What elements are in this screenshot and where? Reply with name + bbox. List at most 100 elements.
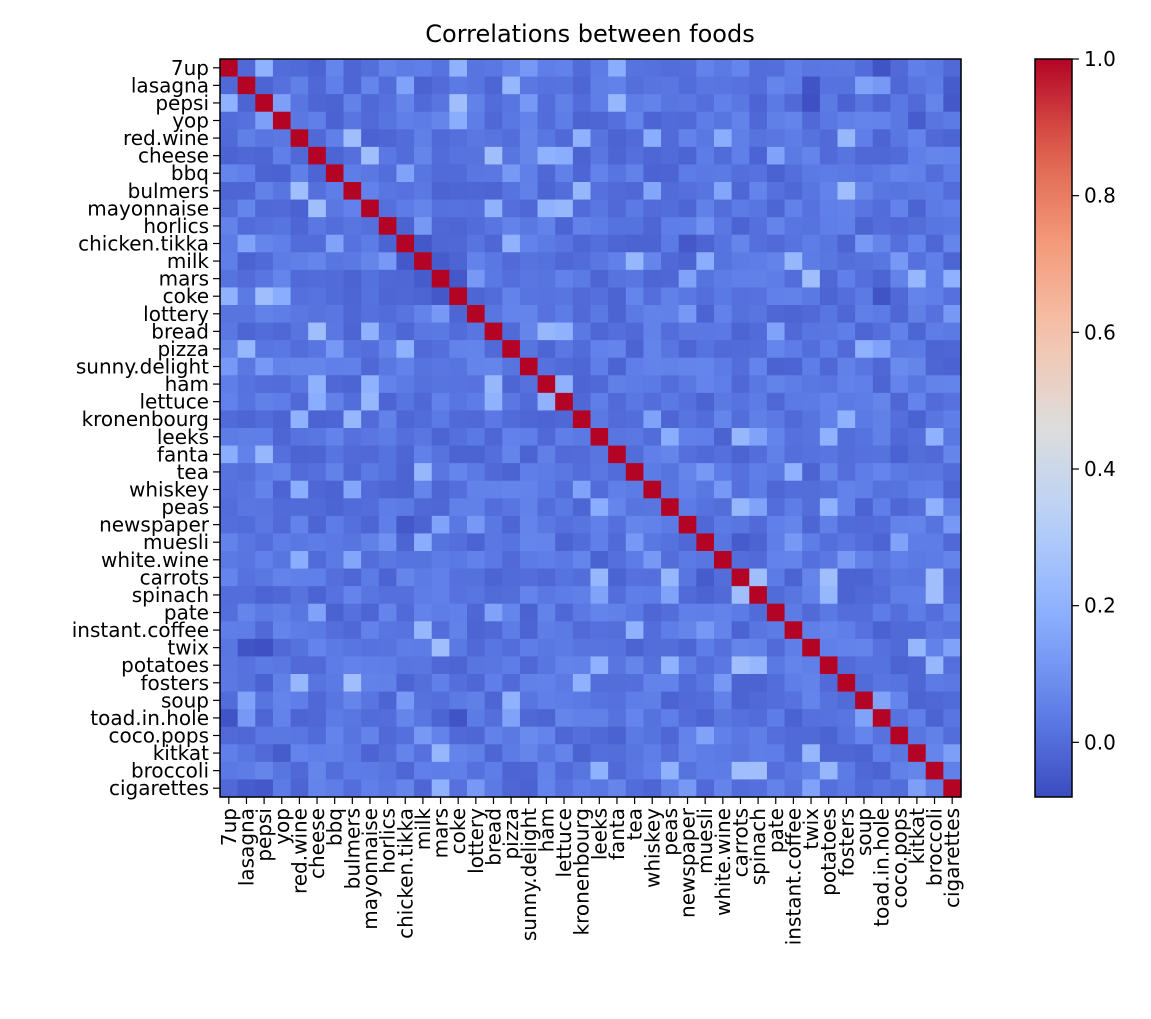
heatmap-cell-lottery-chicken.tikka (396, 305, 415, 324)
heatmap-cell-coke-lottery (467, 287, 486, 306)
heatmap-cell-twix-muesli (696, 638, 715, 658)
heatmap-cell-spinach-potatoes (819, 586, 839, 605)
heatmap-cell-mars-yop (272, 269, 292, 289)
heatmap-cell-kronenbourg-potatoes (819, 410, 839, 429)
heatmap-cell-tea-tea (625, 463, 645, 482)
heatmap-cell-white.wine-broccoli (925, 551, 944, 570)
heatmap-cell-pizza-kitkat (908, 340, 927, 359)
heatmap-cell-instant.coffee-pepsi (255, 621, 274, 640)
heatmap-cell-cheese-leeks (590, 146, 609, 166)
heatmap-cell-fosters-coke (449, 674, 468, 693)
heatmap-cell-ham-fanta (608, 375, 627, 394)
x-tick-label: fanta (605, 808, 629, 860)
heatmap-cell-fanta-leeks (590, 445, 609, 464)
heatmap-cell-ham-mars (431, 375, 450, 394)
heatmap-cell-milk-coco.pops (890, 252, 909, 271)
heatmap-cell-peas-carrots (731, 498, 750, 517)
y-tick-label: pizza (157, 337, 209, 361)
heatmap-cell-bbq-kitkat (908, 164, 927, 183)
heatmap-cell-broccoli-fosters (837, 761, 856, 781)
heatmap-cell-broccoli-soup (855, 761, 874, 781)
heatmap-cell-lasagna-chicken.tikka (396, 76, 415, 95)
heatmap-cell-chicken.tikka-ham (537, 234, 556, 253)
heatmap-cell-horlics-lettuce (555, 217, 574, 236)
heatmap-cell-lasagna-bread (484, 76, 503, 95)
heatmap-cell-mayonnaise-pepsi (255, 199, 274, 218)
heatmap-cell-lottery-toad.in.hole (872, 305, 892, 324)
heatmap-cell-tea-leeks (590, 463, 609, 482)
heatmap-cell-whiskey-twix (802, 480, 821, 499)
heatmap-cell-muesli-twix (802, 533, 821, 552)
heatmap-cell-sunny.delight-instant.coffee (784, 357, 803, 376)
heatmap-cell-twix-bbq (325, 638, 345, 658)
heatmap-cell-lottery-fosters (837, 305, 856, 324)
heatmap-cell-carrots-fanta (608, 568, 627, 587)
heatmap-cell-fosters-cigarettes (943, 674, 962, 693)
heatmap-cell-coke-bread (484, 287, 503, 306)
heatmap-cell-coke-mayonnaise (361, 287, 380, 306)
heatmap-cell-horlics-horlics (378, 217, 398, 236)
heatmap-cell-fosters-bulmers (343, 674, 362, 693)
heatmap-cell-carrots-spinach (749, 568, 768, 587)
heatmap-cell-soup-7up (220, 691, 239, 710)
heatmap-cell-fanta-mayonnaise (361, 445, 380, 464)
heatmap-cell-horlics-red.wine (290, 217, 309, 236)
heatmap-cell-whiskey-fanta (608, 480, 627, 499)
heatmap-cell-newspaper-leeks (590, 515, 609, 535)
heatmap-cell-bbq-bbq (325, 164, 345, 183)
heatmap-cell-instant.coffee-sunny.delight (519, 621, 539, 640)
heatmap-cell-fanta-carrots (731, 445, 750, 464)
heatmap-cell-toad.in.hole-tea (625, 709, 645, 728)
heatmap-cell-ham-whiskey (643, 375, 662, 394)
heatmap-cell-pizza-pepsi (255, 340, 274, 359)
heatmap-cell-bulmers-lettuce (555, 182, 574, 201)
heatmap-cell-peas-sunny.delight (519, 498, 539, 517)
heatmap-cell-mars-leeks (590, 269, 609, 289)
heatmap-cell-newspaper-kronenbourg (572, 515, 592, 535)
y-tick-label: lottery (143, 302, 209, 326)
heatmap-cell-fosters-spinach (749, 674, 768, 693)
heatmap-cell-cheese-spinach (749, 146, 768, 166)
heatmap-cell-mars-kronenbourg (572, 269, 592, 289)
heatmap-cell-lettuce-bread (484, 392, 503, 412)
heatmap-cell-cigarettes-twix (802, 779, 821, 798)
heatmap-cell-cheese-cheese (308, 146, 327, 166)
heatmap-cell-lettuce-leeks (590, 392, 609, 412)
heatmap-cell-bulmers-milk (414, 182, 433, 201)
heatmap-cell-lettuce-pate (766, 392, 786, 412)
heatmap-cell-ham-pate (766, 375, 786, 394)
heatmap-cell-white.wine-cheese (308, 551, 327, 570)
heatmap-cell-bulmers-bread (484, 182, 503, 201)
heatmap-cell-spinach-lottery (467, 586, 486, 605)
heatmap-cell-newspaper-lasagna (237, 515, 256, 535)
heatmap-cell-lettuce-newspaper (678, 392, 697, 412)
heatmap-cell-pate-yop (272, 603, 292, 622)
heatmap-cell-lasagna-pate (766, 76, 786, 95)
heatmap-cell-mayonnaise-kronenbourg (572, 199, 592, 218)
heatmap-cell-muesli-mayonnaise (361, 533, 380, 552)
heatmap-cell-red.wine-potatoes (819, 129, 839, 148)
heatmap-cell-carrots-ham (537, 568, 556, 587)
heatmap-cell-spinach-muesli (696, 586, 715, 605)
heatmap-cell-bulmers-cheese (308, 182, 327, 201)
heatmap-cell-sunny.delight-lettuce (555, 357, 574, 376)
heatmap-cell-milk-cheese (308, 252, 327, 271)
heatmap-cell-kitkat-muesli (696, 744, 715, 763)
heatmap-cell-7up-bread (484, 59, 503, 78)
x-tick-label: pepsi (252, 808, 276, 862)
heatmap-cell-bulmers-horlics (378, 182, 398, 201)
heatmap-cell-cigarettes-mars (431, 779, 450, 798)
heatmap-cell-potatoes-red.wine (290, 656, 309, 675)
heatmap-cell-pepsi-lasagna (237, 94, 256, 113)
heatmap-cell-lettuce-yop (272, 392, 292, 412)
heatmap-cell-bread-fanta (608, 322, 627, 341)
heatmap-cell-milk-spinach (749, 252, 768, 271)
heatmap-cell-coke-carrots (731, 287, 750, 306)
heatmap-cell-lottery-broccoli (925, 305, 944, 324)
heatmap-cell-kronenbourg-coke (449, 410, 468, 429)
heatmap-cell-instant.coffee-yop (272, 621, 292, 640)
heatmap-cell-red.wine-lettuce (555, 129, 574, 148)
heatmap-cell-milk-white.wine (714, 252, 733, 271)
heatmap-cell-coco.pops-potatoes (819, 726, 839, 745)
heatmap-cell-peas-tea (625, 498, 645, 517)
